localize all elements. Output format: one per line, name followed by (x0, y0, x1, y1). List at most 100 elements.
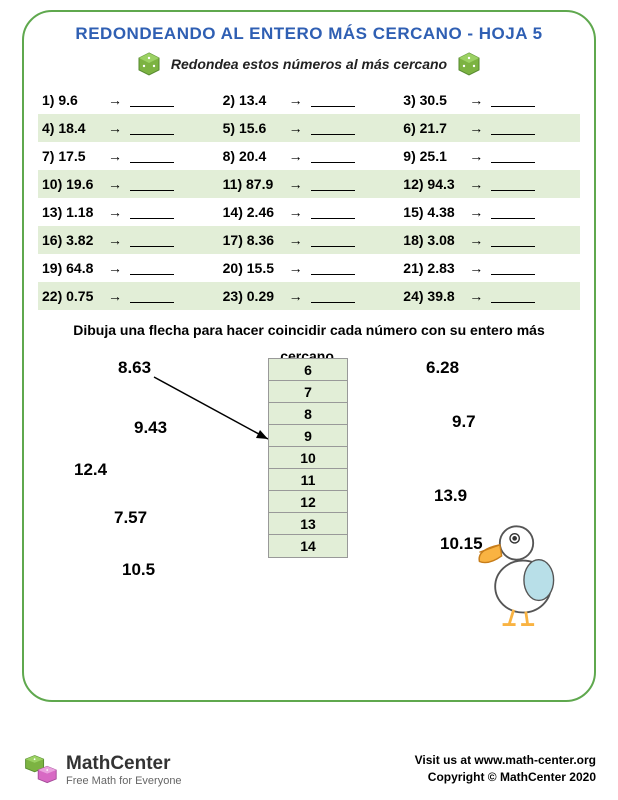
table-row: 16) 3.82→17) 8.36 → 18) 3.08 → (38, 226, 580, 254)
arrow-icon: → (108, 176, 122, 192)
problem-number: 8) 20.4 (223, 148, 281, 164)
integer-cell: 13 (269, 513, 347, 535)
answer-blank[interactable] (311, 205, 355, 219)
arrow-icon: → (469, 148, 483, 164)
answer-blank[interactable] (311, 261, 355, 275)
match-area: cercano. 67891011121314 8.639.4312.47.57… (38, 340, 580, 630)
problem-number: 5) 15.6 (223, 120, 281, 136)
problem-cell: 15) 4.38 → (399, 204, 580, 220)
match-number: 10.5 (122, 560, 155, 580)
problem-cell: 11) 87.9→ (219, 176, 400, 192)
problem-number: 16) 3.82 (42, 232, 100, 248)
problem-cell: 9) 25.1→ (399, 148, 580, 164)
answer-blank[interactable] (130, 261, 174, 275)
match-number: 6.28 (426, 358, 459, 378)
problem-number: 2) 13.4 (223, 92, 281, 108)
answer-blank[interactable] (491, 205, 535, 219)
dice-icon (137, 52, 161, 76)
arrow-icon: → (469, 176, 483, 192)
problem-number: 4) 18.4 (42, 120, 100, 136)
problem-number: 14) 2.46 (223, 204, 281, 220)
brand-tagline: Free Math for Everyone (66, 775, 182, 787)
answer-blank[interactable] (311, 93, 355, 107)
problem-cell: 7) 17.5→ (38, 148, 219, 164)
answer-blank[interactable] (311, 289, 355, 303)
match-number: 8.63 (118, 358, 151, 378)
problem-cell: 12) 94.3 → (399, 176, 580, 192)
page-title: REDONDEANDO AL ENTERO MÁS CERCANO - HOJA… (38, 24, 580, 44)
answer-blank[interactable] (130, 205, 174, 219)
problem-number: 12) 94.3 (403, 176, 461, 192)
problem-cell: 24) 39.8 → (399, 288, 580, 304)
logo-dice-icon (22, 752, 58, 788)
arrow-icon: → (469, 204, 483, 220)
answer-blank[interactable] (311, 121, 355, 135)
arrow-icon: → (469, 232, 483, 248)
problem-cell: 18) 3.08 → (399, 232, 580, 248)
answer-blank[interactable] (491, 177, 535, 191)
problem-number: 19) 64.8 (42, 260, 100, 276)
arrow-icon: → (289, 92, 303, 108)
subtitle-text: Redondea estos números al más cercano (171, 56, 447, 72)
arrow-icon: → (289, 260, 303, 276)
match-number: 12.4 (74, 460, 107, 480)
brand-name: MathCenter (66, 753, 182, 775)
arrow-icon: → (289, 120, 303, 136)
answer-blank[interactable] (491, 93, 535, 107)
instruction2-line1: Dibuja una flecha para hacer coincidir c… (73, 322, 544, 338)
problem-number: 15) 4.38 (403, 204, 461, 220)
arrow-icon: → (469, 260, 483, 276)
table-row: 22) 0.75→23) 0.29→24) 39.8→ (38, 282, 580, 310)
integer-cell: 6 (269, 359, 347, 381)
answer-blank[interactable] (130, 121, 174, 135)
arrow-icon: → (289, 204, 303, 220)
arrow-icon: → (469, 120, 483, 136)
table-row: 1) 9.6→2) 13.4→3) 30.5→ (38, 86, 580, 114)
problem-cell: 13) 1.18→ (38, 204, 219, 220)
integer-cell: 8 (269, 403, 347, 425)
arrow-icon: → (469, 288, 483, 304)
integer-cell: 7 (269, 381, 347, 403)
footer: MathCenter Free Math for Everyone Visit … (22, 752, 596, 788)
table-row: 7) 17.5→8) 20.4→9) 25.1→ (38, 142, 580, 170)
problem-cell: 8) 20.4→ (219, 148, 400, 164)
answer-blank[interactable] (311, 149, 355, 163)
answer-blank[interactable] (130, 93, 174, 107)
problem-cell: 2) 13.4 → (219, 92, 400, 108)
table-row: 19) 64.8→20) 15.5→21) 2.83→ (38, 254, 580, 282)
arrow-icon: → (108, 204, 122, 220)
answer-blank[interactable] (130, 233, 174, 247)
problem-cell: 14) 2.46 → (219, 204, 400, 220)
copyright: Copyright © MathCenter 2020 (415, 770, 596, 784)
answer-blank[interactable] (491, 149, 535, 163)
answer-blank[interactable] (311, 177, 355, 191)
match-number: 13.9 (434, 486, 467, 506)
match-number: 9.7 (452, 412, 476, 432)
answer-blank[interactable] (130, 177, 174, 191)
instruction2: Dibuja una flecha para hacer coincidir c… (38, 322, 580, 338)
problem-number: 18) 3.08 (403, 232, 461, 248)
problem-cell: 22) 0.75→ (38, 288, 219, 304)
answer-blank[interactable] (130, 149, 174, 163)
arrow-icon: → (108, 92, 122, 108)
integer-cell: 9 (269, 425, 347, 447)
answer-blank[interactable] (130, 289, 174, 303)
table-row: 13) 1.18→14) 2.46 → 15) 4.38 → (38, 198, 580, 226)
answer-blank[interactable] (491, 261, 535, 275)
problem-cell: 16) 3.82→ (38, 232, 219, 248)
problem-cell: 4) 18.4→ (38, 120, 219, 136)
problem-cell: 19) 64.8→ (38, 260, 219, 276)
answer-blank[interactable] (311, 233, 355, 247)
arrow-icon: → (108, 148, 122, 164)
problem-number: 17) 8.36 (223, 232, 281, 248)
answer-blank[interactable] (491, 121, 535, 135)
problem-number: 24) 39.8 (403, 288, 461, 304)
arrow-icon: → (108, 288, 122, 304)
problem-cell: 17) 8.36 → (219, 232, 400, 248)
arrow-icon: → (289, 232, 303, 248)
visit-url: Visit us at www.math-center.org (415, 753, 596, 767)
answer-blank[interactable] (491, 233, 535, 247)
answer-blank[interactable] (491, 289, 535, 303)
problem-number: 3) 30.5 (403, 92, 461, 108)
dice-icon (457, 52, 481, 76)
